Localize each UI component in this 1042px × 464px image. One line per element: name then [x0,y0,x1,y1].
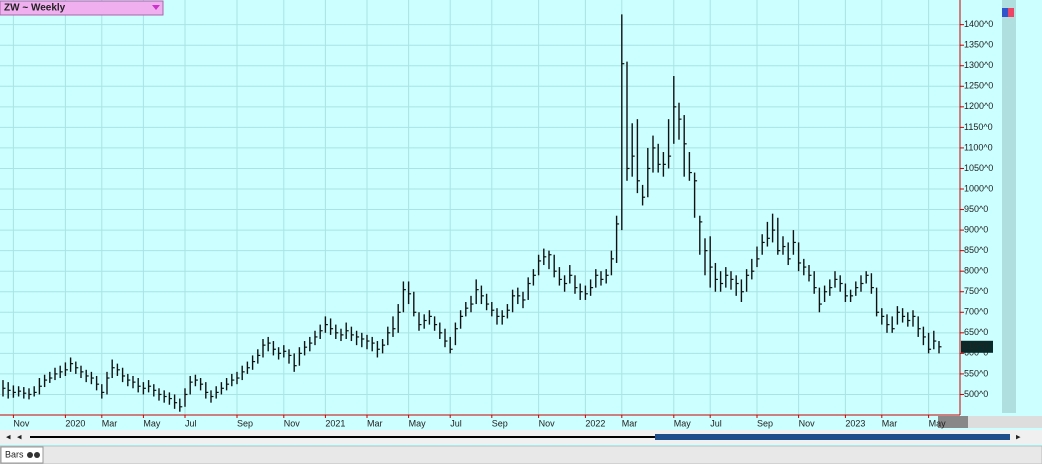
x-tick-label: Jul [450,418,462,428]
x-tick-label: May [409,418,427,428]
tab[interactable] [0,446,44,464]
y-tick-label: 750^0 [964,286,988,296]
x-tick-label: May [143,418,161,428]
x-tick-label: 2023 [845,418,865,428]
icon[interactable] [1008,8,1014,17]
y-tick-label: 1050^0 [964,163,993,173]
tab-icon [27,452,33,458]
icon[interactable] [1002,8,1008,17]
y-tick-label: 1150^0 [964,122,993,132]
title-box[interactable] [0,0,164,16]
x-tick-label: Mar [622,418,638,428]
x-tick-label: Jul [710,418,722,428]
y-tick-label: 1100^0 [964,142,993,152]
y-tick-label: 1350^0 [964,40,993,50]
x-tick-label: Mar [367,418,383,428]
scroll-left2[interactable]: ◂ [17,431,22,441]
bars [2,14,942,412]
scroll-left[interactable]: ◂ [6,431,11,441]
x-tick-label: 2020 [65,418,85,428]
y-tick-label: 1200^0 [964,101,993,111]
tab-label[interactable]: Bars [5,449,24,459]
x-tick-label: Nov [284,418,301,428]
scroll-right[interactable]: ▸ [1016,431,1021,441]
y-tick-label: 700^0 [964,307,988,317]
x-tick-label: Sep [237,418,253,428]
dropdown-arrow[interactable] [152,5,160,10]
y-tick-label: 800^0 [964,266,988,276]
y-tick-label: 900^0 [964,224,988,234]
y-tick-label: 650^0 [964,327,988,337]
x-tick-label: Nov [13,418,30,428]
x-tick-label: 2022 [585,418,605,428]
tab-bar [0,445,1042,464]
side-strip [1002,0,1016,413]
x-tick-label: Sep [492,418,508,428]
y-tick-label: 1300^0 [964,60,993,70]
y-tick-label: 850^0 [964,245,988,255]
x-tick-label: Mar [102,418,118,428]
scroll-thumb[interactable] [655,434,1010,440]
x-tick-label: Mar [882,418,898,428]
y-tick-label: 1400^0 [964,19,993,29]
y-tick-label: 950^0 [964,204,988,214]
y-tick-label: 500^0 [964,389,988,399]
x-tick-label: Jul [185,418,197,428]
last-price-label: 616^0 [963,341,987,351]
x-tick-label: Nov [799,418,816,428]
x-tick-label: Sep [757,418,773,428]
tab-icon [34,452,40,458]
x-tick-label: Nov [539,418,556,428]
chart-title: ZW ~ Weekly [4,3,66,14]
y-tick-label: 550^0 [964,368,988,378]
corner-box [938,416,968,428]
x-tick-label: May [674,418,692,428]
x-tick-label: 2021 [325,418,345,428]
y-tick-label: 1250^0 [964,81,993,91]
nav-buttons[interactable] [968,416,1042,428]
y-tick-label: 1000^0 [964,183,993,193]
x-tick-label: May [929,418,947,428]
last-price-box [961,340,993,353]
grid [0,0,960,415]
